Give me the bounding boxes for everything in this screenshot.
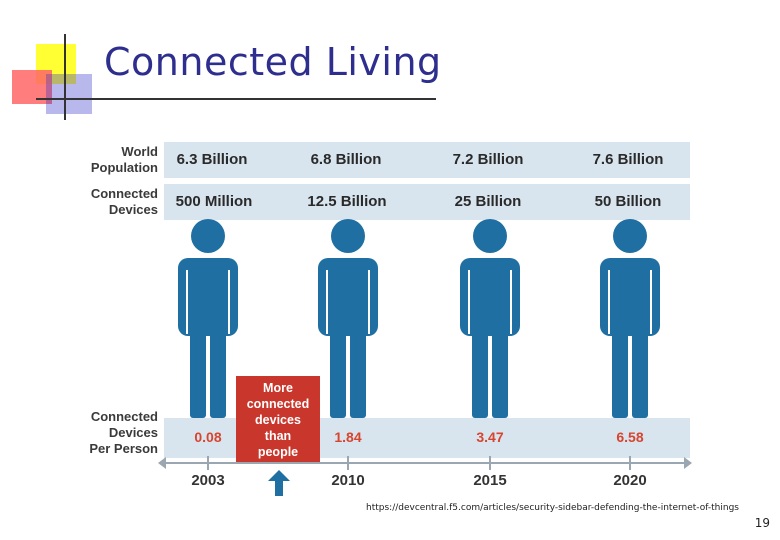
timeline-axis [164, 462, 686, 464]
timeline-tick-2010 [347, 456, 349, 470]
person-figure-2010-icon [316, 218, 380, 418]
person-figure-2020-icon [598, 218, 662, 418]
year-2015: 2015 [473, 472, 507, 489]
population-2010: 6.8 Billion [310, 151, 382, 168]
row-label-devices-per-person: Connected Devices Per Person [89, 409, 158, 456]
row-label-world-population: World Population [90, 144, 158, 175]
timeline-left-arrow-icon [158, 457, 166, 469]
devices-2015: 25 Billion [454, 193, 522, 210]
up-arrow-icon [268, 470, 290, 496]
title-deco-blue-square [46, 74, 92, 114]
devices-2020: 50 Billion [594, 193, 662, 210]
population-2015: 7.2 Billion [452, 151, 524, 168]
page-number: 19 [754, 516, 770, 530]
title-deco-vertical-line [64, 34, 66, 120]
person-figure-2015-icon [458, 218, 522, 418]
year-2020: 2020 [613, 472, 647, 489]
year-2003: 2003 [191, 472, 225, 489]
timeline-tick-2003 [207, 456, 209, 470]
slide-title: Connected Living [104, 40, 442, 84]
person-figure-2003-icon [176, 218, 240, 418]
title-deco-horizontal-line [36, 98, 436, 100]
timeline-right-arrow-icon [684, 457, 692, 469]
more-devices-than-people-callout: More connected devices than people [236, 376, 320, 464]
ratio-2010: 1.84 [334, 429, 362, 445]
source-link-text: https://devcentral.f5.com/articles/secur… [366, 503, 739, 513]
ratio-2020: 6.58 [616, 429, 644, 445]
population-2003: 6.3 Billion [176, 151, 248, 168]
year-2010: 2010 [331, 472, 365, 489]
devices-2003: 500 Million [175, 193, 253, 210]
timeline-tick-2020 [629, 456, 631, 470]
population-row-band [164, 142, 690, 178]
devices-row-band [164, 184, 690, 220]
ratio-2015: 3.47 [476, 429, 504, 445]
population-2020: 7.6 Billion [592, 151, 664, 168]
devices-2010: 12.5 Billion [307, 193, 387, 210]
row-label-connected-devices: Connected Devices [90, 186, 158, 217]
timeline-tick-2015 [489, 456, 491, 470]
ratio-2003: 0.08 [194, 429, 222, 445]
callout-text: More connected devices than people [246, 381, 310, 459]
